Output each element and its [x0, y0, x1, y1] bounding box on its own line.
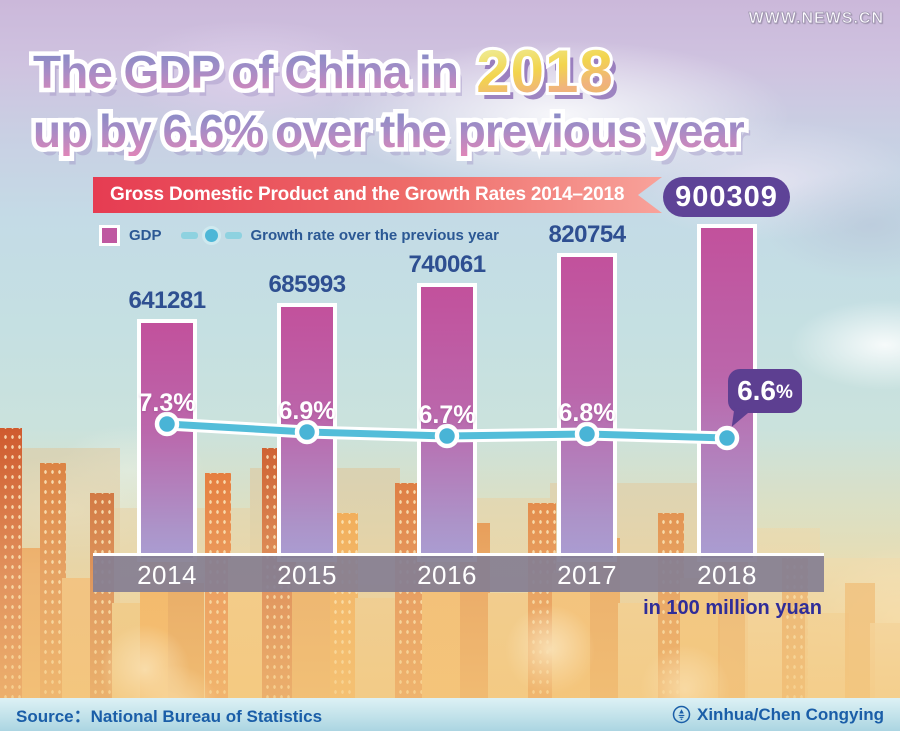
- chart-title-ribbon: Gross Domestic Product and the Growth Ra…: [93, 177, 662, 213]
- line-dot-icon: [201, 226, 221, 245]
- footer-bar: Source：National Bureau of Statistics Xin…: [0, 698, 900, 731]
- title-line1: The GDP of China in: [33, 47, 459, 98]
- unit-note: in 100 million yuan: [643, 597, 822, 619]
- gdp-value-2015: 685993: [268, 271, 346, 298]
- line-segment-icon: [180, 232, 198, 239]
- gdp-bar-2014: [137, 319, 197, 562]
- watermark: WWW.NEWS.CN: [748, 10, 884, 28]
- gdp-value-2016: 740061: [408, 251, 486, 278]
- legend-gdp-label: GDP: [129, 227, 162, 244]
- x-tick-2018: 2018: [697, 560, 757, 590]
- title-line1-row: The GDP of China in 2018: [33, 36, 744, 104]
- growth-label-2017: 6.8%: [558, 399, 616, 427]
- x-tick-2017: 2017: [557, 560, 617, 590]
- x-axis-band: 2014 2015 2016 2017 2018: [93, 553, 824, 592]
- xinhua-globe-icon: [672, 705, 691, 724]
- credit: Xinhua/Chen Congying: [672, 705, 884, 725]
- gdp-bar-2015: [277, 303, 337, 562]
- source-text: Source：National Bureau of Statistics: [16, 707, 323, 726]
- x-tick-2016: 2016: [417, 560, 477, 590]
- gdp-bar-2017: [557, 253, 617, 562]
- gdp-swatch-icon: [99, 225, 120, 246]
- growth-bubble-value: 6.6: [737, 375, 777, 406]
- x-tick-2015: 2015: [277, 560, 337, 590]
- gdp-value-2017: 820754: [548, 221, 626, 248]
- growth-line-icon: [180, 226, 242, 245]
- credit-text: Xinhua/Chen Congying: [697, 704, 884, 724]
- page-title: The GDP of China in 2018 up by 6.6% over…: [33, 36, 745, 157]
- legend: GDP Growth rate over the previous year: [99, 225, 499, 246]
- percent-sign: %: [776, 382, 793, 403]
- legend-growth-label: Growth rate over the previous year: [250, 227, 499, 244]
- gdp-2018-badge: 900309: [663, 177, 790, 217]
- growth-label-2015: 6.9%: [278, 397, 336, 425]
- x-tick-2014: 2014: [137, 560, 197, 590]
- growth-label-2014: 7.3%: [138, 389, 196, 417]
- title-line2-row: up by 6.6% over the previous year: [33, 106, 745, 157]
- chart-title: Gross Domestic Product and the Growth Ra…: [110, 184, 625, 205]
- growth-bubble-2018: 6.6%: [728, 369, 802, 413]
- gdp-value-2014: 641281: [128, 287, 206, 314]
- title-year: 2018: [476, 39, 614, 105]
- growth-label-2016: 6.7%: [418, 401, 476, 429]
- line-segment-icon: [224, 232, 242, 239]
- title-line2: up by 6.6% over the previous year: [33, 106, 745, 157]
